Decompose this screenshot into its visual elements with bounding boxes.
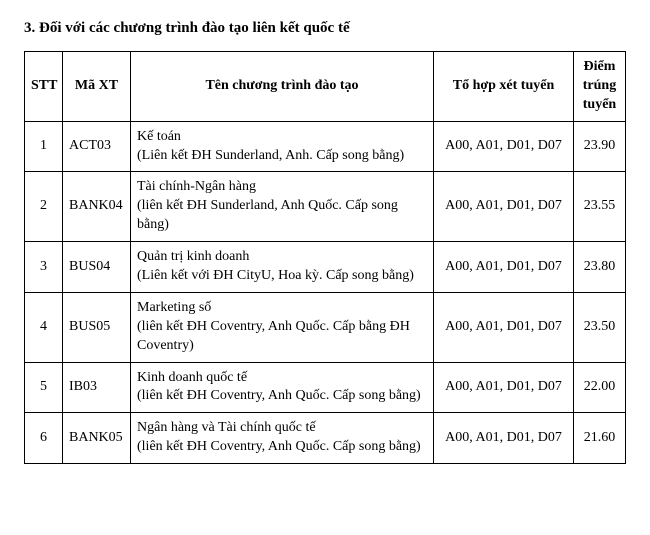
table-row: 6BANK05Ngân hàng và Tài chính quốc tế(li… <box>25 413 626 464</box>
program-detail: (Liên kết với ĐH CityU, Hoa kỳ. Cấp song… <box>137 267 427 286</box>
cell-score: 23.90 <box>574 121 626 172</box>
cell-program-name: Kế toán(Liên kết ĐH Sunderland, Anh. Cấp… <box>131 121 434 172</box>
cell-code: ACT03 <box>63 121 131 172</box>
table-row: 4BUS05Marketing số(liên kết ĐH Coventry,… <box>25 292 626 362</box>
col-stt: STT <box>25 52 63 122</box>
cell-score: 23.80 <box>574 242 626 293</box>
col-name: Tên chương trình đào tạo <box>131 52 434 122</box>
cell-combo: A00, A01, D01, D07 <box>434 292 574 362</box>
col-code: Mã XT <box>63 52 131 122</box>
cell-program-name: Kinh doanh quốc tế(liên kết ĐH Coventry,… <box>131 362 434 413</box>
program-detail: (liên kết ĐH Coventry, Anh Quốc. Cấp son… <box>137 387 427 406</box>
cell-combo: A00, A01, D01, D07 <box>434 362 574 413</box>
cell-program-name: Marketing số(liên kết ĐH Coventry, Anh Q… <box>131 292 434 362</box>
program-detail: (liên kết ĐH Sunderland, Anh Quốc. Cấp s… <box>137 197 427 235</box>
cell-code: IB03 <box>63 362 131 413</box>
table-row: 2BANK04Tài chính-Ngân hàng(liên kết ĐH S… <box>25 172 626 242</box>
cell-program-name: Quản trị kinh doanh(Liên kết với ĐH City… <box>131 242 434 293</box>
program-title: Marketing số <box>137 299 427 318</box>
cell-code: BUS04 <box>63 242 131 293</box>
cell-stt: 1 <box>25 121 63 172</box>
table-row: 1ACT03Kế toán(Liên kết ĐH Sunderland, An… <box>25 121 626 172</box>
cell-score: 21.60 <box>574 413 626 464</box>
table-header-row: STT Mã XT Tên chương trình đào tạo Tổ hợ… <box>25 52 626 122</box>
cell-score: 22.00 <box>574 362 626 413</box>
table-row: 3BUS04Quản trị kinh doanh(Liên kết với Đ… <box>25 242 626 293</box>
program-title: Tài chính-Ngân hàng <box>137 178 427 197</box>
cell-stt: 4 <box>25 292 63 362</box>
cell-program-name: Tài chính-Ngân hàng(liên kết ĐH Sunderla… <box>131 172 434 242</box>
cell-combo: A00, A01, D01, D07 <box>434 121 574 172</box>
section-heading: 3. Đối với các chương trình đào tạo liên… <box>24 20 626 37</box>
cell-program-name: Ngân hàng và Tài chính quốc tế(liên kết … <box>131 413 434 464</box>
cell-stt: 5 <box>25 362 63 413</box>
cell-stt: 6 <box>25 413 63 464</box>
program-detail: (liên kết ĐH Coventry, Anh Quốc. Cấp son… <box>137 438 427 457</box>
program-table: STT Mã XT Tên chương trình đào tạo Tổ hợ… <box>24 51 626 464</box>
program-title: Quản trị kinh doanh <box>137 248 427 267</box>
col-combo: Tổ hợp xét tuyển <box>434 52 574 122</box>
cell-combo: A00, A01, D01, D07 <box>434 242 574 293</box>
program-title: Kinh doanh quốc tế <box>137 369 427 388</box>
program-detail: (liên kết ĐH Coventry, Anh Quốc. Cấp bằn… <box>137 318 427 356</box>
cell-code: BANK05 <box>63 413 131 464</box>
cell-stt: 3 <box>25 242 63 293</box>
col-score: Điểm trúng tuyển <box>574 52 626 122</box>
table-row: 5IB03Kinh doanh quốc tế(liên kết ĐH Cove… <box>25 362 626 413</box>
cell-code: BANK04 <box>63 172 131 242</box>
cell-score: 23.50 <box>574 292 626 362</box>
cell-combo: A00, A01, D01, D07 <box>434 172 574 242</box>
cell-stt: 2 <box>25 172 63 242</box>
cell-code: BUS05 <box>63 292 131 362</box>
program-title: Kế toán <box>137 128 427 147</box>
program-detail: (Liên kết ĐH Sunderland, Anh. Cấp song b… <box>137 147 427 166</box>
cell-combo: A00, A01, D01, D07 <box>434 413 574 464</box>
program-title: Ngân hàng và Tài chính quốc tế <box>137 419 427 438</box>
cell-score: 23.55 <box>574 172 626 242</box>
